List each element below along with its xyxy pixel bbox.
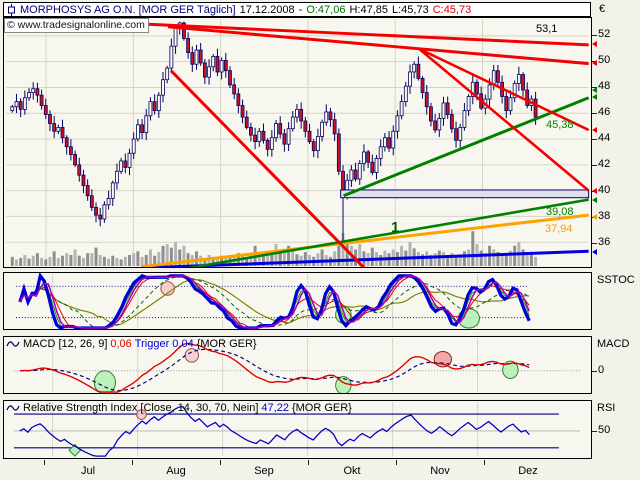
price-tick <box>592 139 597 140</box>
quote-low: L:45,73 <box>391 3 429 16</box>
price-tick-label: 52 <box>598 28 611 40</box>
price-tick <box>592 243 597 244</box>
separator: - <box>298 3 303 16</box>
quote-open: O:47,06 <box>306 3 346 16</box>
trend-line-steep-downtrend <box>169 69 366 267</box>
month-label: Dez <box>518 465 538 477</box>
time-tick <box>44 460 45 465</box>
time-tick <box>132 460 133 465</box>
macd-trigger: Trigger 0,04 <box>134 338 194 350</box>
indicator-icon <box>6 405 20 411</box>
macd-label: MACD [12, 26, 9] <box>23 338 108 350</box>
month-label: Okt <box>343 465 361 477</box>
macd-symbol: {MOR GER} <box>196 338 257 350</box>
line-endpoint-mark <box>592 41 597 47</box>
rsi-value: 47,22 <box>261 402 289 414</box>
sstoc-slow-line <box>19 279 530 326</box>
price-annotation[interactable]: 39,08 <box>546 206 574 218</box>
price-tick-label: 44 <box>598 132 611 144</box>
trend-line-fan-line-1 <box>418 47 590 132</box>
month-label: Sep <box>254 465 274 477</box>
rsi-mid-tick <box>592 431 597 432</box>
price-tick <box>592 35 597 36</box>
line-endpoint-mark <box>592 60 597 66</box>
price-annotation[interactable]: 53,1 <box>536 23 558 35</box>
price-annotation[interactable]: 37,94 <box>545 223 573 235</box>
price-tick-label: 36 <box>598 236 611 248</box>
month-label: Jul <box>80 465 96 477</box>
title-bar: MORPHOSYS AG O.N. [MOR GER Täglich] 17.1… <box>3 2 591 17</box>
macd-trigger-line <box>19 348 530 392</box>
rsi-header: Relative Strength Index [Close, 14, 30, … <box>6 402 352 414</box>
macd-value: 0,06 <box>110 338 132 350</box>
line-endpoint-mark <box>592 214 597 220</box>
price-tick <box>592 113 597 114</box>
horizontal-gridlines <box>6 35 589 243</box>
price-chart-panel[interactable] <box>3 17 592 268</box>
month-label: Nov <box>430 465 450 477</box>
price-tick-label: 50 <box>598 54 611 66</box>
time-tick <box>220 460 221 465</box>
support-box <box>340 189 590 199</box>
line-endpoint-mark <box>592 249 597 255</box>
candlesticks <box>10 21 538 248</box>
macd-line <box>19 342 530 393</box>
quote-date: 17.12.2008 <box>239 3 295 16</box>
trend-line-rising-support-low <box>187 198 589 267</box>
month-label: Aug <box>166 465 186 477</box>
sstoc-percent-d <box>19 275 530 329</box>
line-endpoint-mark <box>592 127 597 133</box>
price-annotation[interactable]: 45,38 <box>546 119 574 131</box>
trend-line-upper-resistance-1 <box>93 20 589 47</box>
rsi-symbol: {MOR GER} <box>291 402 352 414</box>
currency-label: € <box>599 3 606 15</box>
candlestick-icon <box>8 3 15 16</box>
wave-count-label[interactable]: 1 <box>391 219 400 236</box>
price-tick-label: 38 <box>598 210 611 222</box>
line-endpoint-mark <box>592 197 597 203</box>
signal-markers <box>93 348 519 393</box>
macd-zero-tick <box>592 371 597 372</box>
time-tick <box>396 460 397 465</box>
trend-line-upper-resistance-2 <box>167 25 589 66</box>
time-tick <box>308 460 309 465</box>
line-endpoint-mark <box>592 94 597 100</box>
price-tick-label: 40 <box>598 184 611 196</box>
time-tick <box>484 460 485 465</box>
macd-zero-label: 0 <box>598 364 605 376</box>
price-tick-label: 48 <box>598 80 611 92</box>
rsi-panel[interactable] <box>3 400 592 459</box>
rsi-line <box>19 405 530 457</box>
sstoc-panel[interactable] <box>3 272 592 330</box>
rsi-panel-name: RSI <box>597 402 616 414</box>
quote-high: H:47,85 <box>349 3 388 16</box>
sstoc-panel-name: SSTOC <box>597 274 635 286</box>
macd-panel-name: MACD <box>597 338 630 350</box>
indicator-icon <box>6 341 20 347</box>
line-endpoint-mark <box>592 188 597 194</box>
price-tick-label: 46 <box>598 106 611 118</box>
trend-line-rising-blue <box>141 249 589 267</box>
price-tick <box>592 165 597 166</box>
quote-close: C:45,73 <box>432 3 472 16</box>
macd-panel[interactable] <box>3 336 592 394</box>
trend-line-rising-support-steep <box>343 96 590 198</box>
trend-line-rising-orange <box>141 213 589 267</box>
watermark: © www.tradesignalonline.com <box>4 18 149 33</box>
instrument-title: MORPHOSYS AG O.N. [MOR GER Täglich] <box>20 3 236 16</box>
trend-line-fan-line-2 <box>418 47 590 192</box>
vertical-gridlines <box>52 337 479 393</box>
macd-header: MACD [12, 26, 9] 0,06 Trigger 0,04 {MOR … <box>6 338 257 350</box>
price-tick-label: 42 <box>598 158 611 170</box>
rsi-label: Relative Strength Index [Close, 14, 30, … <box>23 402 259 414</box>
volume-bars <box>10 231 538 267</box>
line-endpoint-mark <box>592 87 597 93</box>
rsi-mid-label: 50 <box>598 424 611 436</box>
